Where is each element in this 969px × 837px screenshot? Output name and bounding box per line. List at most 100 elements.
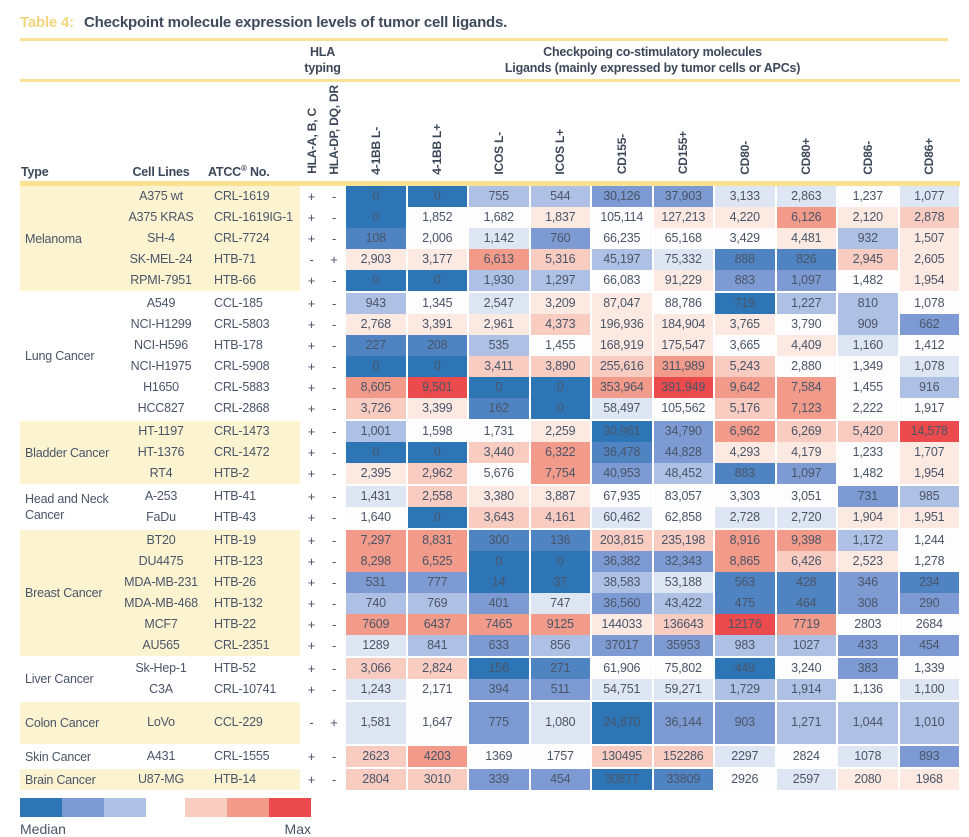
atcc-cell: HTB-71	[207, 249, 300, 271]
cell-line-cell: BT20	[115, 528, 207, 552]
heat-cell: 4,373	[529, 314, 592, 336]
heat-cell: 1,951	[898, 507, 961, 529]
heat-cell: 2,824	[406, 656, 469, 680]
hla-dpdqdr-cell: -	[323, 442, 346, 464]
heat-cell: 1,010	[898, 700, 961, 745]
heat-cell: 83,057	[652, 484, 715, 508]
heat-cell: 1,077	[898, 186, 961, 208]
heat-cell: 144033	[591, 614, 653, 636]
heat-cell: 2,558	[406, 484, 469, 508]
heat-cell: 43,422	[652, 593, 715, 615]
hla-abc-cell: +	[300, 528, 323, 552]
heat-cell: 12176	[714, 614, 776, 636]
heat-cell: 841	[406, 635, 469, 657]
legend-swatch-blue-1	[20, 798, 62, 818]
heat-cell: 5,676	[468, 463, 530, 485]
legend-swatch-blue-2	[62, 798, 104, 818]
heat-cell: 475	[714, 593, 776, 615]
atcc-cell: CRL-5803	[207, 314, 300, 336]
heat-cell: 454	[898, 635, 961, 657]
heat-cell: 75,332	[652, 249, 715, 271]
heat-cell: 1,431	[345, 484, 407, 508]
heat-cell: 87,047	[591, 291, 653, 315]
heat-cell: 1,682	[468, 207, 530, 229]
heat-cell: 769	[406, 593, 469, 615]
heat-cell: 1,837	[529, 207, 592, 229]
heat-cell: 454	[529, 767, 592, 791]
atcc-cell: HTB-66	[207, 270, 300, 292]
heat-cell: 2,259	[529, 419, 592, 443]
heat-cell: 108	[345, 228, 407, 250]
cell-line-cell: C3A	[115, 679, 207, 701]
heat-cell: 2,962	[406, 463, 469, 485]
heat-cell: 1,160	[837, 335, 899, 357]
cell-line-cell: MDA-MB-468	[115, 593, 207, 615]
heat-cell: 0	[468, 377, 530, 399]
type-cell: Colon Cancer	[20, 700, 115, 745]
col-header-hla-dp-dq-dr: HLA-DP, DQ, DR	[323, 82, 346, 187]
hla-dpdqdr-cell: -	[323, 228, 346, 250]
atcc-cell: HTB-178	[207, 335, 300, 357]
heat-cell: 5,243	[714, 356, 776, 378]
heat-cell: 2,903	[345, 249, 407, 271]
type-cell: Breast Cancer	[20, 528, 115, 657]
heat-cell: 3,411	[468, 356, 530, 378]
atcc-cell: HTB-43	[207, 507, 300, 529]
heat-cell: 2080	[837, 767, 899, 791]
atcc-cell: CRL-1472	[207, 442, 300, 464]
heat-cell: 30,126	[591, 186, 653, 208]
hla-abc-cell: +	[300, 572, 323, 594]
cell-line-cell: SK-MEL-24	[115, 249, 207, 271]
cell-line-cell: HCC827	[115, 398, 207, 420]
heat-cell: 0	[529, 398, 592, 420]
heat-cell: 2297	[714, 744, 776, 768]
cell-lines-column-header: Cell Lines	[115, 82, 207, 187]
atcc-cell: HTB-14	[207, 767, 300, 791]
heat-cell: 3,303	[714, 484, 776, 508]
type-cell: Brain Cancer	[20, 767, 115, 791]
heat-cell: 300	[468, 528, 530, 552]
hla-abc-cell: +	[300, 207, 323, 229]
heat-cell: 1289	[345, 635, 407, 657]
heat-cell: 1,412	[898, 335, 961, 357]
heat-cell: 14,578	[898, 419, 961, 443]
heat-cell: 91,229	[652, 270, 715, 292]
heat-cell: 719	[714, 291, 776, 315]
heat-cell: 38,583	[591, 572, 653, 594]
heat-cell: 464	[775, 593, 838, 615]
table-number-label: Table 4:	[20, 14, 74, 31]
cell-line-cell: U87-MG	[115, 767, 207, 791]
heat-cell: 909	[837, 314, 899, 336]
heat-cell: 1,729	[714, 679, 776, 701]
hla-abc-cell: +	[300, 270, 323, 292]
heat-cell: 3,240	[775, 656, 838, 680]
cell-line-cell: A375 KRAS	[115, 207, 207, 229]
heat-cell: 88,786	[652, 291, 715, 315]
heat-cell: 30,961	[591, 419, 653, 443]
heat-cell: 1,233	[837, 442, 899, 464]
cell-line-cell: DU4475	[115, 551, 207, 573]
hla-abc-cell: -	[300, 249, 323, 271]
heat-cell: 1,954	[898, 463, 961, 485]
atcc-cell: HTB-2	[207, 463, 300, 485]
cell-line-cell: MDA-MB-231	[115, 572, 207, 594]
heat-cell: 61,906	[591, 656, 653, 680]
heat-cell: 5,176	[714, 398, 776, 420]
heat-cell: 1,001	[345, 419, 407, 443]
col-header-hla-a-b-c: HLA-A, B, C	[300, 82, 323, 187]
heat-cell: 3,643	[468, 507, 530, 529]
heat-cell: 75,802	[652, 656, 715, 680]
heat-cell: 777	[406, 572, 469, 594]
heat-cell: 0	[345, 207, 407, 229]
heat-cell: 1757	[529, 744, 592, 768]
heat-cell: 184,904	[652, 314, 715, 336]
heat-cell: 105,562	[652, 398, 715, 420]
heat-cell: 1,507	[898, 228, 961, 250]
heat-cell: 36,478	[591, 442, 653, 464]
heat-cell: 36,382	[591, 551, 653, 573]
hla-abc-cell: +	[300, 228, 323, 250]
heat-cell: 152286	[652, 744, 715, 768]
heat-cell: 1,581	[345, 700, 407, 745]
heat-cell: 1027	[775, 635, 838, 657]
heat-cell: 1,904	[837, 507, 899, 529]
